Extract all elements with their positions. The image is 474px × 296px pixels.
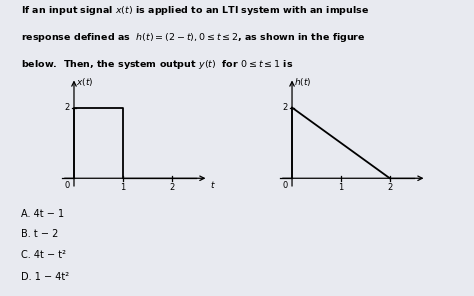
Text: If an input signal $x(t)$ is applied to an LTI system with an impulse: If an input signal $x(t)$ is applied to … (21, 4, 370, 17)
Text: below.  Then, the system output $y(t)$  for $0 \leq t \leq 1$ is: below. Then, the system output $y(t)$ fo… (21, 58, 293, 71)
Text: $h(t)$: $h(t)$ (294, 76, 312, 89)
Text: D. 1 − 4t²: D. 1 − 4t² (21, 272, 70, 282)
Text: 0: 0 (65, 181, 70, 190)
Text: C. 4t − t²: C. 4t − t² (21, 250, 66, 260)
Text: $x(t)$: $x(t)$ (76, 76, 94, 89)
Text: 2: 2 (169, 183, 174, 192)
Text: A. 4t − 1: A. 4t − 1 (21, 209, 64, 219)
Text: 2: 2 (387, 183, 392, 192)
Text: 1: 1 (120, 183, 126, 192)
Text: 0: 0 (283, 181, 288, 190)
Text: response defined as  $h(t) = (2-t), 0 \leq t \leq 2$, as shown in the figure: response defined as $h(t) = (2-t), 0 \le… (21, 31, 366, 44)
Text: $t$: $t$ (210, 179, 216, 190)
Text: 1: 1 (338, 183, 344, 192)
Text: 2: 2 (283, 103, 288, 112)
Text: B. t − 2: B. t − 2 (21, 229, 59, 239)
Text: 2: 2 (65, 103, 70, 112)
